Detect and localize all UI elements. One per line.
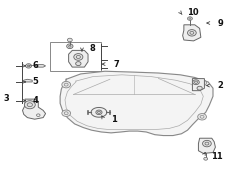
- Circle shape: [26, 64, 31, 68]
- Circle shape: [203, 140, 211, 147]
- Circle shape: [62, 110, 71, 116]
- Polygon shape: [60, 71, 213, 136]
- Polygon shape: [183, 25, 201, 41]
- Circle shape: [96, 110, 102, 115]
- Text: 11: 11: [211, 152, 222, 161]
- Circle shape: [24, 101, 35, 109]
- Circle shape: [187, 30, 196, 36]
- Circle shape: [67, 38, 72, 42]
- Polygon shape: [193, 79, 204, 91]
- Text: 7: 7: [113, 60, 119, 69]
- Circle shape: [198, 114, 206, 120]
- Text: 2: 2: [218, 81, 224, 90]
- Text: 1: 1: [111, 115, 117, 124]
- Circle shape: [76, 62, 81, 66]
- Text: 8: 8: [89, 44, 95, 53]
- Text: 6: 6: [32, 61, 38, 70]
- Circle shape: [193, 80, 199, 85]
- Circle shape: [187, 17, 192, 20]
- Bar: [51, 42, 101, 71]
- Text: 3: 3: [3, 94, 9, 103]
- Polygon shape: [91, 107, 107, 117]
- Circle shape: [204, 157, 208, 160]
- Circle shape: [62, 81, 71, 88]
- Circle shape: [197, 86, 202, 90]
- Circle shape: [74, 54, 83, 60]
- Text: 5: 5: [32, 77, 38, 86]
- Polygon shape: [36, 65, 46, 67]
- Polygon shape: [24, 79, 32, 82]
- Polygon shape: [22, 99, 46, 119]
- Circle shape: [198, 80, 206, 86]
- Text: 4: 4: [32, 96, 38, 105]
- Circle shape: [67, 44, 73, 49]
- Polygon shape: [69, 50, 88, 67]
- Text: 9: 9: [218, 19, 224, 28]
- Text: 10: 10: [187, 8, 199, 17]
- Polygon shape: [198, 138, 215, 153]
